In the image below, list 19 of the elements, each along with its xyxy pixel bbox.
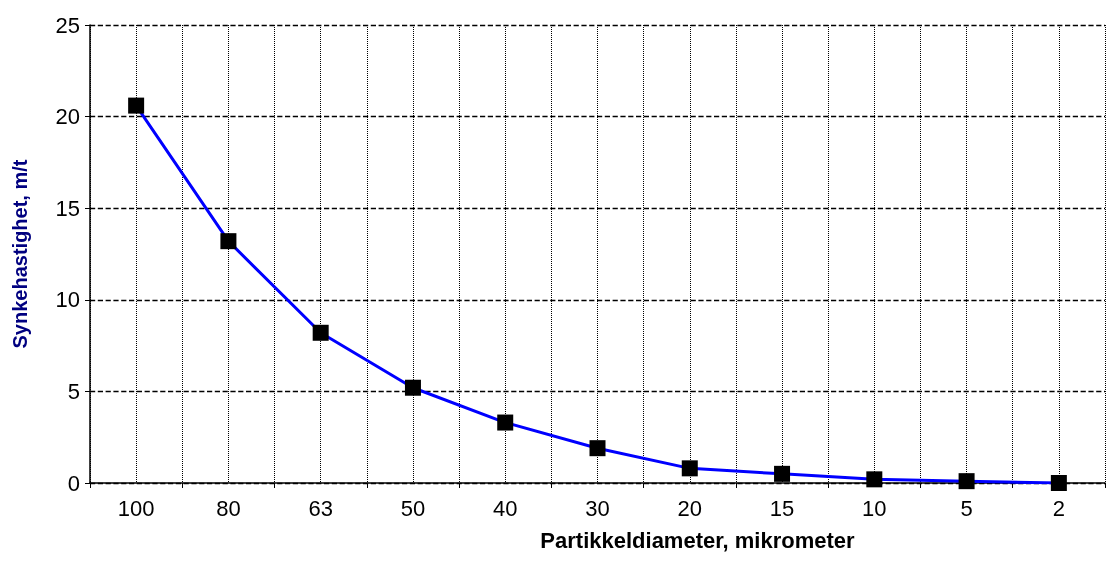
y-tick-label: 20 [55,104,80,130]
x-tick-label: 63 [308,495,333,521]
y-axis-title: Synkehastighet, m/t [9,159,31,349]
x-tick-label: 20 [677,495,703,521]
y-tick-label: 15 [55,195,80,221]
x-tick-label: 15 [769,495,795,521]
x-tick-label: 10 [862,495,887,521]
y-tick-label: 25 [55,12,80,38]
x-axis-title: Partikkeldiameter, mikrometer [540,527,856,553]
y-tick-label: 5 [67,378,80,404]
y-tick-label: 10 [55,287,80,313]
x-tick-label: 5 [960,495,973,521]
x-tick-label: 2 [1052,495,1065,521]
x-tick-label: 100 [117,495,155,521]
x-tick-label: 40 [492,495,518,521]
x-tick-label: 50 [400,495,426,521]
x-tick-label: 30 [585,495,610,521]
x-tick-label: 80 [216,495,241,521]
y-tick-label: 0 [67,470,80,496]
